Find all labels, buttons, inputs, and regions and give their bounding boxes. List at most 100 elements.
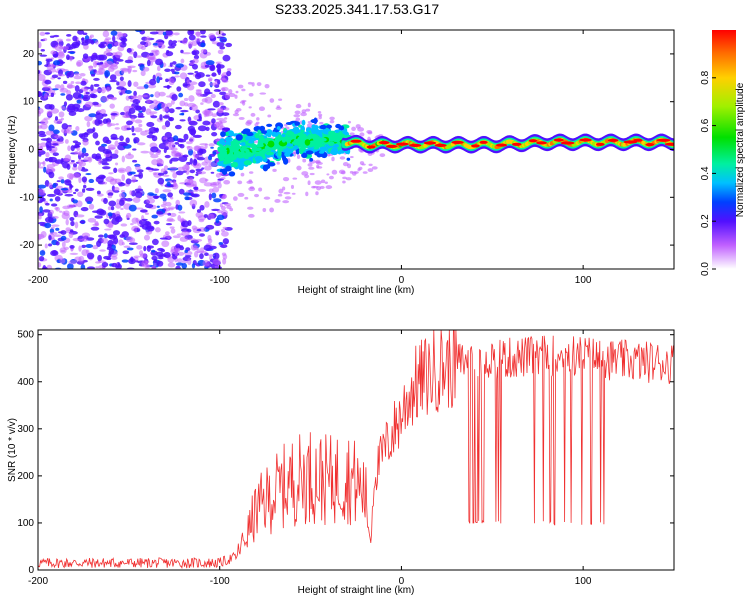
- spectrogram-cell: [65, 94, 73, 101]
- spectrogram-cell: [254, 123, 259, 127]
- spectrogram-cell: [479, 140, 488, 144]
- spectrogram-cell: [197, 125, 207, 132]
- spectrogram-cell: [109, 74, 117, 81]
- spectrogram-cell: [275, 106, 282, 110]
- spectrogram-cell: [128, 242, 138, 246]
- spectrogram-cell: [50, 92, 55, 98]
- spectrogram-cell: [235, 90, 239, 94]
- spectrogram-cell: [161, 240, 170, 248]
- spectrogram-cell: [181, 263, 188, 269]
- spectrogram-cell: [434, 143, 447, 147]
- spectrogram-cell: [77, 191, 84, 198]
- spectrogram-cell: [60, 179, 65, 184]
- spectrogram-cell: [90, 226, 100, 231]
- spectrogram-cell: [175, 265, 181, 269]
- spectrogram-cell: [304, 139, 311, 146]
- spectrogram-cell: [274, 199, 281, 203]
- spectrogram-cell: [224, 144, 231, 149]
- spectrogram-cell: [110, 112, 118, 116]
- spectrogram-cell: [216, 117, 225, 121]
- spectrogram-cell: [409, 143, 422, 147]
- spectrogram-cell: [118, 182, 126, 187]
- spectrogram-cell: [283, 191, 291, 195]
- spectrogram-cell: [81, 37, 85, 44]
- spectrogram-cell: [113, 167, 118, 174]
- spectrogram-cell: [157, 247, 164, 252]
- spectrogram-cell: [180, 109, 189, 113]
- spectrogram-cell: [39, 31, 46, 36]
- spectrogram-cell: [108, 247, 115, 255]
- spectrogram-cell: [59, 247, 67, 254]
- spectrogram-cell: [217, 79, 221, 85]
- spectrogram-cell: [131, 117, 135, 123]
- spectrogram-cell: [177, 204, 183, 211]
- spectrogram-cell: [311, 185, 316, 189]
- spectrogram-cell: [101, 143, 108, 147]
- spectrogram-cell: [65, 227, 71, 231]
- spectrogram-cell: [88, 113, 97, 118]
- spectrogram-cell: [146, 197, 156, 204]
- spectrogram-cell: [42, 86, 51, 89]
- spectrogram-cell: [92, 245, 99, 250]
- spectrogram-cell: [60, 230, 67, 235]
- spectrogram-cell: [44, 158, 50, 162]
- spectrogram-cell: [203, 244, 212, 251]
- spectrogram-cell: [44, 103, 53, 110]
- spectrogram-cell: [167, 192, 173, 198]
- spectrogram-cell: [228, 89, 233, 94]
- spectrogram-cell: [107, 144, 116, 151]
- spectrogram-cell: [38, 200, 43, 204]
- spectrogram-cell: [307, 180, 311, 186]
- spectrogram-cell: [293, 138, 303, 144]
- spectrogram-cell: [74, 151, 79, 155]
- spectrogram-cell: [238, 164, 244, 171]
- spectrogram-cell: [154, 91, 161, 98]
- spectrogram-cell: [61, 123, 69, 130]
- spectrogram-cell: [226, 205, 232, 210]
- spectrogram-cell: [107, 206, 112, 211]
- spectrogram-cell: [216, 63, 222, 70]
- spectrogram-cell: [194, 71, 199, 74]
- spectrogram-cell: [141, 218, 148, 221]
- spectrogram-cell: [132, 197, 141, 203]
- spectrogram-cell: [295, 148, 300, 155]
- spectrogram-cell: [122, 250, 130, 255]
- spectrogram-cell: [213, 89, 221, 92]
- spectrogram-cell: [350, 139, 362, 143]
- spectrogram-cell: [237, 180, 243, 185]
- spectrogram-cell: [244, 196, 249, 200]
- spectrogram-cell: [38, 107, 44, 114]
- spectrogram-cell: [165, 146, 169, 151]
- spectrogram-cell: [46, 163, 56, 168]
- spectrogram-cell: [106, 234, 116, 239]
- spectrogram-cell: [149, 111, 158, 115]
- spectrogram-cell: [258, 106, 266, 112]
- spectrogram-cell: [86, 201, 92, 205]
- spectrogram-cell: [164, 154, 171, 159]
- spectrogram-cell: [81, 244, 86, 249]
- spectrogram-cell: [201, 98, 208, 103]
- spectrogram-cell: [138, 123, 143, 128]
- spectrogram-cell: [72, 91, 82, 99]
- spectrogram-cell: [156, 260, 164, 267]
- spectrogram-cell: [165, 30, 173, 36]
- spectrogram-cell: [159, 77, 163, 81]
- spectrogram-cell: [69, 185, 74, 188]
- spectrogram-cell: [55, 206, 60, 212]
- spectrogram-cell: [104, 152, 111, 158]
- snr-y-tick-label: 400: [17, 377, 34, 388]
- spectrogram-cell: [109, 103, 115, 109]
- spectrogram-cell: [70, 80, 75, 84]
- spectrogram-cell: [172, 61, 177, 65]
- spectrogram-cell: [183, 133, 189, 141]
- spectrogram-cell: [331, 156, 335, 162]
- spectrogram-cell: [211, 131, 218, 137]
- spectrogram-cell: [88, 178, 95, 184]
- spectrogram-cell: [52, 129, 60, 134]
- spectrogram-cell: [44, 216, 54, 223]
- spectrogram-cell: [511, 142, 522, 146]
- spectrogram-cell: [212, 100, 221, 108]
- spectrogram-cell: [168, 117, 173, 121]
- spectrogram-cell: [238, 116, 245, 120]
